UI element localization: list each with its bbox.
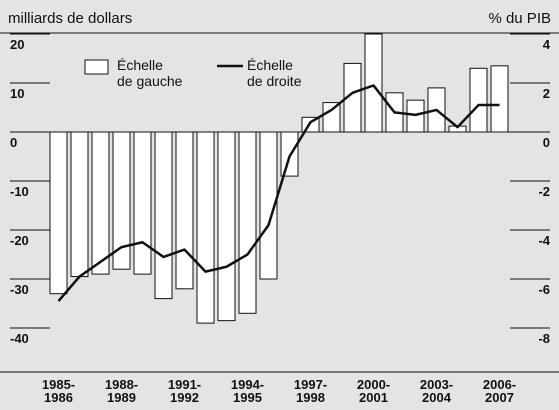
y-tick-label: 0 (10, 135, 17, 150)
x-tick-label: 1994- 1995 (230, 377, 265, 405)
bar (238, 131, 257, 314)
x-tick-label: 2003- 2004 (419, 377, 454, 405)
y-tick-label: -10 (10, 184, 29, 199)
y2-tick-label: -4 (538, 233, 550, 248)
y-tick-label: -20 (10, 233, 29, 248)
y2-axis-label: % du PIB (488, 10, 551, 27)
bar (280, 131, 299, 177)
y2-tick-label: -8 (538, 331, 550, 346)
y2-tick-label: 4 (543, 37, 551, 52)
x-tick-label: 1991- 1992 (167, 377, 202, 405)
y2-tick-label: -2 (538, 184, 550, 199)
legend-swatch (84, 59, 109, 75)
legend-label: Échelle de droite (247, 57, 302, 89)
y2-tick-label: -6 (538, 282, 550, 297)
bar (322, 102, 341, 133)
bar (49, 131, 68, 295)
y-axis-label: milliards de dollars (8, 10, 133, 27)
legend-label: Échelle de gauche (117, 57, 183, 89)
x-tick-label: 1985- 1986 (41, 377, 76, 405)
x-tick-label: 2000- 2001 (356, 377, 391, 405)
bar (217, 131, 236, 322)
y-tick-label: -30 (10, 282, 29, 297)
bar (364, 33, 383, 133)
y-tick-label: 10 (10, 86, 24, 101)
x-tick-label: 1997- 1998 (293, 377, 328, 405)
bar (91, 131, 110, 275)
line (57, 84, 500, 302)
bar (196, 131, 215, 324)
bar (490, 65, 509, 133)
y2-tick-label: 2 (543, 86, 550, 101)
bar (133, 131, 152, 275)
bar (469, 67, 488, 133)
y-tick-label: 20 (10, 37, 24, 52)
bar (70, 131, 89, 278)
x-tick-label: 2006- 2007 (482, 377, 517, 405)
y-tick-label: -40 (10, 331, 29, 346)
bar (175, 131, 194, 290)
x-tick-label: 1988- 1989 (104, 377, 139, 405)
y2-tick-label: 0 (543, 135, 550, 150)
bar (154, 131, 173, 300)
